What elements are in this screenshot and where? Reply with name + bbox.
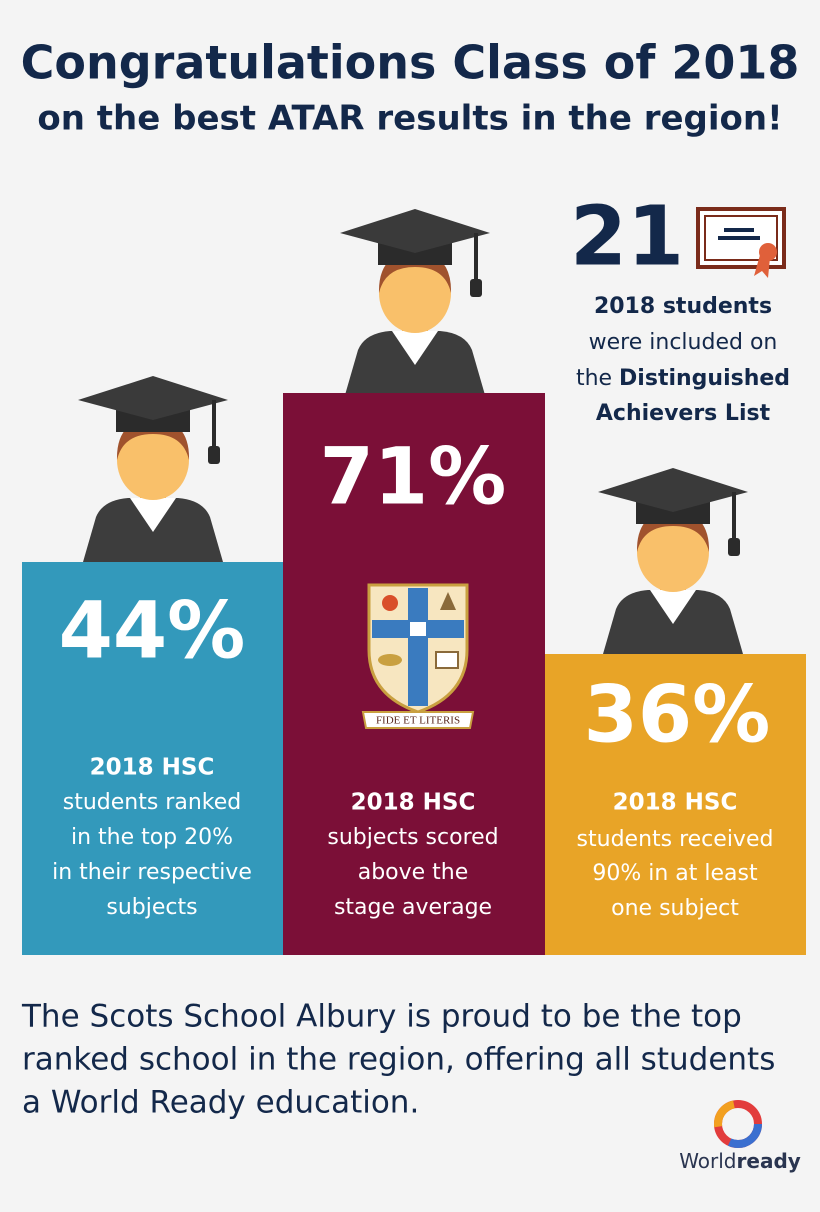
achievers-line: Achievers List [596,401,771,426]
footer-line: ranked school in the region, offering al… [22,1042,775,1078]
title: Congratulations Class of 2018 [21,36,800,90]
certificate-icon [696,207,786,278]
stat-text: stage average [334,895,492,920]
logo: Worldready [679,1100,801,1173]
logo-text: Worldready [679,1149,801,1173]
achievers-bold: Distinguished [619,366,790,391]
stat-text: students received [577,827,774,852]
stat-heading: 2018 HSC [90,755,215,781]
achievers-line: 2018 students [594,294,772,319]
crest-motto: FIDE ET LITERIS [376,715,460,727]
stat-heading: 2018 HSC [613,790,738,816]
stat-text: in their respective [52,860,252,885]
stat-block [22,562,283,955]
achievers-number: 21 [570,189,684,284]
graduate-icon [340,207,490,395]
stat-lines: 2018 HSC students ranked in the top 20% in … [52,755,773,922]
stat-text: subjects scored [327,825,498,850]
achievers-line: the Distinguished [576,366,790,391]
stat-text: in the top 20% [71,825,233,850]
stat-block [545,654,806,955]
school-crest: FIDE ET LITERIS [361,583,475,729]
stat-text: students ranked [63,790,241,815]
logo-light: World [679,1149,736,1173]
stat-text: 90% in at least [592,861,758,886]
stat-text: above the [358,860,469,885]
achievers-line: were included on [589,330,778,355]
stat-text: subjects [106,895,197,920]
stat-value: 71% [320,432,507,522]
stat-text: one subject [611,896,739,921]
graduate-icon [78,374,228,562]
stat-value: 36% [584,670,771,760]
achievers-prefix: the [576,366,612,391]
subtitle: on the best ATAR results in the region! [37,99,782,139]
stat-heading: 2018 HSC [351,790,476,816]
stat-value: 44% [59,586,246,676]
footer-line: The Scots School Albury is proud to be t… [21,999,742,1035]
footer-line: a World Ready education. [22,1085,419,1121]
graduate-icon [598,466,748,654]
logo-bold: ready [737,1149,801,1173]
